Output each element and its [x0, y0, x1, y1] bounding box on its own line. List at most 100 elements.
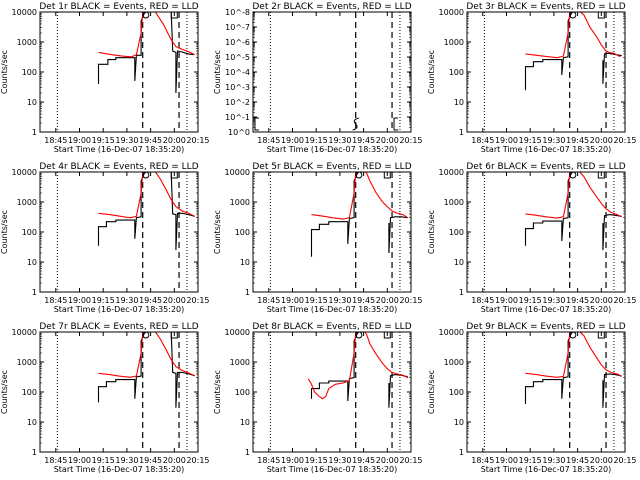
events-series-line — [170, 12, 194, 94]
plot-frame — [466, 171, 626, 293]
y-axis-label: Counts/sec — [427, 370, 436, 414]
y-tick-label: 10 — [27, 258, 37, 267]
y-tick-label: 1000 — [444, 358, 464, 367]
events-series-line — [602, 373, 622, 408]
y-tick-label: 10^-5 — [225, 53, 250, 62]
panel-title: Det 8r BLACK = Events, RED = LLD — [252, 322, 411, 332]
panel-det-1: Det 1r BLACK = Events, RED = LLD 1 10 100 10… — [0, 2, 210, 154]
plot-frame — [252, 11, 412, 133]
panel-det-4: Det 4r BLACK = Events, RED = LLD 1 10 100 10… — [0, 162, 210, 314]
x-tick-label: 19:15 — [92, 136, 115, 145]
y-tick-label: 1 — [32, 128, 37, 137]
events-series-line — [97, 332, 148, 403]
x-tick-label: 19:45 — [566, 296, 589, 305]
y-tick-label: 1000 — [444, 38, 464, 47]
panel-det-6: Det 6r BLACK = Events, RED = LLD 1 10 100 10… — [427, 162, 637, 314]
plot-frame — [252, 331, 412, 453]
x-tick-label: 19:30 — [542, 456, 565, 465]
x-tick-label: 19:30 — [328, 296, 351, 305]
panel-title: Det 5r BLACK = Events, RED = LLD — [252, 162, 411, 172]
events-series-line — [524, 172, 575, 246]
y-tick-label: 100 — [235, 388, 250, 397]
y-tick-label: 10 — [27, 418, 37, 427]
x-tick-label: 19:30 — [115, 136, 138, 145]
x-tick-label: 19:00 — [495, 456, 518, 465]
y-tick-label: 10 — [240, 258, 250, 267]
x-tick-label: 19:00 — [281, 296, 304, 305]
panel-title: Det 4r BLACK = Events, RED = LLD — [39, 162, 198, 172]
x-tick-label: 19:15 — [92, 456, 115, 465]
lld-series-line — [525, 172, 572, 219]
x-tick-label: 19:30 — [328, 456, 351, 465]
events-series-line — [388, 216, 408, 254]
y-tick-label: 10000 — [439, 168, 464, 177]
y-tick-label: 1 — [459, 448, 464, 457]
lld-series-line — [154, 332, 196, 377]
x-tick-label: 19:15 — [305, 456, 328, 465]
x-tick-label: 20:00 — [376, 136, 399, 145]
x-tick-label: 20:15 — [613, 456, 636, 465]
panel-title: Det 7r BLACK = Events, RED = LLD — [39, 322, 198, 332]
x-tick-label: 19:00 — [495, 136, 518, 145]
y-tick-label: 1 — [459, 128, 464, 137]
x-tick-label: 18:45 — [471, 456, 494, 465]
x-tick-label: 19:30 — [542, 136, 565, 145]
x-tick-label: 19:15 — [519, 456, 542, 465]
lld-series-line — [579, 172, 623, 218]
y-tick-label: 10^-8 — [225, 8, 250, 17]
y-tick-label: 1 — [459, 288, 464, 297]
x-tick-label: 20:00 — [590, 296, 613, 305]
x-tick-label: 19:30 — [328, 136, 351, 145]
y-tick-label: 1 — [32, 448, 37, 457]
x-axis-label: Start Time (16-Dec-07 18:35:20) — [267, 145, 398, 154]
x-axis-label: Start Time (16-Dec-07 18:35:20) — [267, 465, 398, 474]
lld-series-line — [525, 12, 572, 59]
events-series-line — [170, 332, 195, 408]
y-tick-label: 100 — [22, 68, 37, 77]
y-tick-label: 10 — [454, 418, 464, 427]
events-series-line — [524, 12, 575, 91]
lld-series-line — [579, 12, 621, 58]
plot-frame — [39, 11, 199, 133]
lld-series-line — [307, 332, 358, 400]
plot-frame — [39, 171, 199, 293]
x-axis-label: Start Time (16-Dec-07 18:35:20) — [54, 305, 185, 314]
x-tick-label: 19:00 — [495, 296, 518, 305]
events-series-line — [524, 332, 575, 404]
x-tick-label: 18:45 — [44, 296, 67, 305]
x-tick-label: 20:15 — [613, 136, 636, 145]
x-tick-label: 20:00 — [163, 136, 186, 145]
y-tick-label: 10000 — [439, 328, 464, 337]
y-tick-label: 1000 — [17, 358, 37, 367]
panel-det-8: Det 8r BLACK = Events, RED = LLD 1 10 100 10… — [213, 322, 423, 474]
lld-series-line — [98, 12, 145, 58]
panel-title: Det 2r BLACK = Events, RED = LLD — [252, 2, 411, 12]
bracket-marker — [254, 117, 259, 131]
y-axis-label: Counts/sec — [213, 50, 222, 94]
panel-det-2: Det 2r BLACK = Events, RED = LLD 10^0 10^-… — [213, 2, 423, 154]
x-tick-label: 20:00 — [376, 296, 399, 305]
x-tick-label: 18:45 — [257, 296, 280, 305]
x-tick-label: 19:30 — [115, 296, 138, 305]
y-tick-label: 1 — [245, 288, 250, 297]
x-tick-label: 19:45 — [352, 456, 375, 465]
y-tick-label: 10^-6 — [225, 38, 250, 47]
y-tick-label: 10000 — [439, 8, 464, 17]
x-tick-label: 20:00 — [590, 456, 613, 465]
y-tick-label: 1000 — [444, 198, 464, 207]
bracket-marker — [393, 117, 399, 131]
x-tick-label: 20:00 — [163, 456, 186, 465]
x-tick-label: 19:45 — [352, 136, 375, 145]
lld-series-line — [98, 332, 145, 378]
lld-series-line — [364, 332, 409, 379]
y-tick-label: 1000 — [230, 198, 250, 207]
y-tick-label: 1000 — [17, 38, 37, 47]
panel-det-9: Det 9r BLACK = Events, RED = LLD 1 10 100 10… — [427, 322, 637, 474]
events-series-line — [310, 332, 361, 402]
events-series-line — [602, 214, 622, 251]
y-tick-label: 10000 — [225, 328, 250, 337]
x-tick-label: 20:15 — [613, 296, 636, 305]
x-axis-label: Start Time (16-Dec-07 18:35:20) — [481, 305, 612, 314]
events-series-line — [97, 172, 148, 246]
